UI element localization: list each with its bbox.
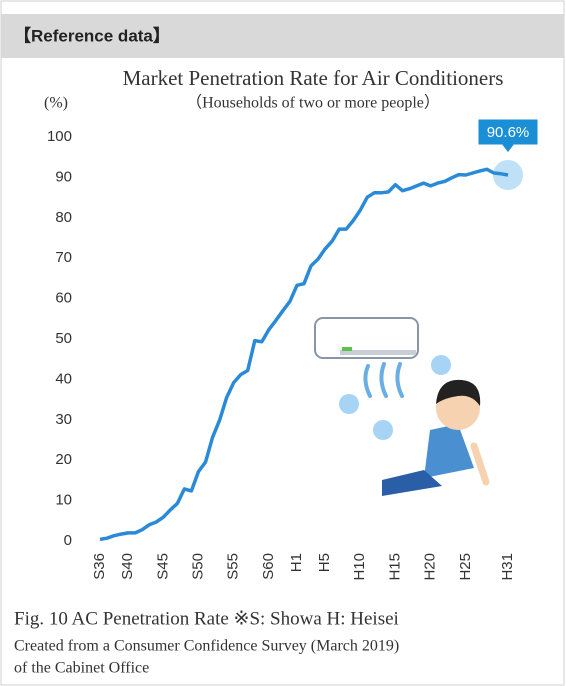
y-tick-label: 80 (55, 209, 72, 226)
callout-box (477, 118, 539, 154)
y-tick-label: 40 (55, 370, 72, 387)
y-tick-label: 70 (55, 249, 72, 266)
chart-subtitle: （Households of two or more people） (186, 94, 440, 112)
y-tick-label: 10 (55, 492, 72, 509)
y-tick-label: 0 (64, 532, 72, 549)
x-tick-label: S50 (189, 553, 206, 580)
x-tick-label: S60 (260, 553, 277, 580)
y-tick-label: 90 (55, 168, 72, 185)
x-tick-label: H25 (457, 553, 474, 581)
value-label: 90.6% (487, 124, 530, 141)
caption-line: of the Cabinet Office (14, 660, 149, 677)
y-axis-label: (%) (44, 95, 68, 112)
header-title: 【Reference data】 (14, 25, 170, 45)
x-tick-label: H15 (386, 553, 403, 581)
x-tick-label: H20 (422, 553, 439, 581)
chart-title: Market Penetration Rate for Air Conditio… (123, 66, 504, 90)
x-tick-label: S40 (119, 553, 136, 580)
x-tick-label: S45 (154, 553, 171, 580)
y-tick-label: 20 (55, 451, 72, 468)
line (99, 167, 509, 542)
y-tick-label: 50 (55, 330, 72, 347)
caption-line: Created from a Consumer Confidence Surve… (14, 638, 399, 655)
x-tick-label: H10 (351, 553, 368, 581)
x-tick-label: H31 (499, 553, 516, 581)
header-bar (1, 14, 564, 58)
y-tick-label: 60 (55, 290, 72, 307)
caption-line: Fig. 10 AC Penetration Rate ※S: Showa H:… (14, 608, 399, 629)
x-tick-label: S36 (91, 553, 108, 580)
x-tick-label: H1 (288, 553, 305, 572)
x-tick-label: H5 (316, 553, 333, 572)
y-tick-label: 30 (55, 411, 72, 428)
y-tick-label: 100 (47, 128, 72, 145)
x-tick-label: S55 (225, 553, 242, 580)
illustration (314, 317, 490, 496)
